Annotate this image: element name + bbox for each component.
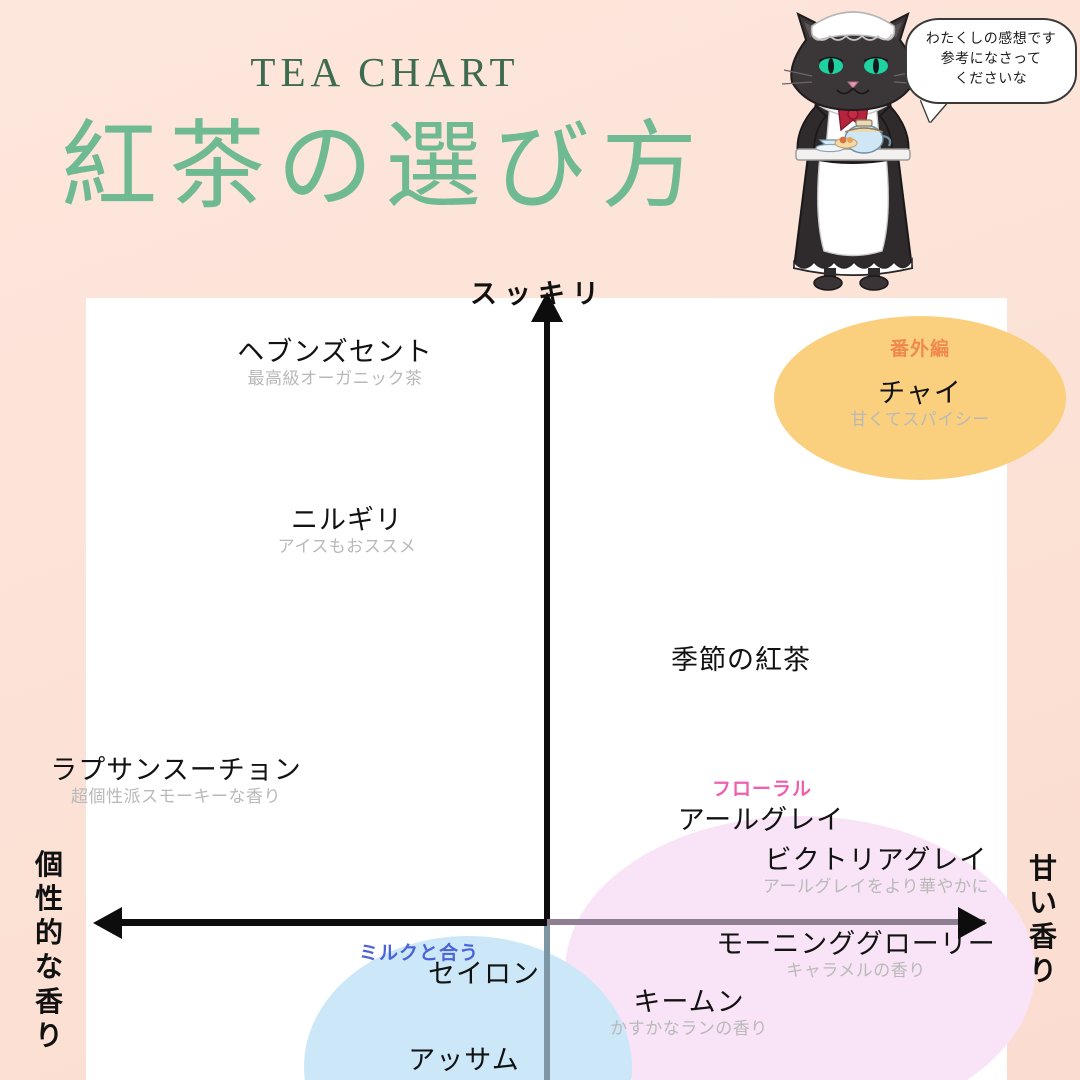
axis-label-top: スッキリ bbox=[470, 279, 606, 310]
speech-bubble: わたくしの感想です 参考になさって くださいな bbox=[905, 18, 1077, 104]
region-label-floral-wrap: フローラル bbox=[662, 774, 862, 803]
tea-subtitle: アールグレイをより華やかに bbox=[762, 877, 990, 898]
tea-name: アッサム bbox=[408, 1045, 520, 1076]
tea-subtitle: かすかなランの香り bbox=[610, 1019, 768, 1040]
tea-item-nilgiri: ニルギリ アイスもおススメ bbox=[182, 505, 512, 558]
axis-arrow-right-icon bbox=[958, 907, 987, 939]
tea-item-victoria-grey: ビクトリアグレイ アールグレイをより華やかに bbox=[736, 845, 1016, 898]
chart-plot-area: ヘブンズセント 最高級オーガニック茶 番外編 チャイ 甘くてスパイシー ニルギリ… bbox=[50, 292, 1066, 1080]
axis-arrow-left-icon bbox=[93, 907, 122, 939]
maid-cat-svg bbox=[781, 11, 925, 291]
page-eyebrow: TEA CHART bbox=[250, 49, 520, 95]
tea-name: ラプサンスーチョン bbox=[50, 755, 302, 786]
speech-line-2: 参考になさって bbox=[940, 50, 1042, 67]
region-label-milk-wrap: ミルクと合う bbox=[314, 938, 524, 967]
axis-label-left: 個性的な香り bbox=[34, 848, 63, 1052]
tea-item-ceylon: セイロン bbox=[374, 959, 594, 990]
region-label-milk: ミルクと合う bbox=[358, 942, 479, 964]
tea-item-keemun: キームン かすかなランの香り bbox=[564, 987, 814, 1040]
region-label-floral: フローラル bbox=[711, 778, 812, 800]
tea-name: セイロン bbox=[428, 959, 540, 990]
region-label-chai: 番外編 bbox=[889, 338, 950, 360]
tea-name: ビクトリアグレイ bbox=[764, 845, 988, 876]
tea-item-chai: 番外編 チャイ 甘くてスパイシー bbox=[774, 334, 1066, 431]
axis-vertical-lower bbox=[544, 922, 550, 1080]
maid-cat-illustration bbox=[768, 6, 938, 291]
tea-item-lapsang-souchong: ラプサンスーチョン 超個性派スモーキーな香り bbox=[16, 755, 336, 808]
tea-item-morning-glory: モーニンググローリー キャラメルの香り bbox=[706, 929, 1006, 982]
axis-horizontal-left bbox=[119, 919, 547, 926]
speech-bubble-tail bbox=[921, 100, 949, 122]
axis-horizontal-right bbox=[547, 919, 985, 925]
tea-subtitle: キャラメルの香り bbox=[786, 961, 926, 982]
region-floral bbox=[565, 816, 1035, 1080]
speech-line-1: わたくしの感想です bbox=[925, 31, 1057, 47]
tea-item-heavens-scent: ヘブンズセント 最高級オーガニック茶 bbox=[160, 337, 510, 390]
axis-label-right: 甘い香り bbox=[1028, 852, 1057, 988]
tea-subtitle: 最高級オーガニック茶 bbox=[247, 369, 423, 390]
tea-item-assam: アッサム bbox=[354, 1045, 574, 1076]
axis-vertical-arrow-icon bbox=[531, 292, 563, 322]
tea-name: ニルギリ bbox=[291, 505, 403, 536]
tea-name: アールグレイ bbox=[677, 805, 845, 836]
tea-name: キームン bbox=[633, 987, 745, 1018]
region-chai bbox=[774, 316, 1066, 480]
tea-name: モーニンググローリー bbox=[716, 929, 996, 960]
speech-line-3: くださいな bbox=[954, 70, 1028, 87]
header: TEA CHART 紅茶の選び方 bbox=[0, 0, 770, 230]
axis-vertical bbox=[544, 318, 550, 922]
tea-item-seasonal: 季節の紅茶 bbox=[626, 645, 856, 676]
tea-name: チャイ bbox=[878, 378, 962, 409]
tea-name: 季節の紅茶 bbox=[671, 645, 811, 676]
tea-subtitle: 甘くてスパイシー bbox=[850, 410, 990, 431]
page-title: 紅茶の選び方 bbox=[61, 110, 709, 222]
tea-subtitle: アイスもおススメ bbox=[277, 537, 417, 558]
tea-name: ヘブンズセント bbox=[237, 337, 433, 368]
tea-subtitle: 超個性派スモーキーな香り bbox=[71, 787, 281, 808]
tea-item-earl-grey: アールグレイ bbox=[626, 805, 896, 836]
